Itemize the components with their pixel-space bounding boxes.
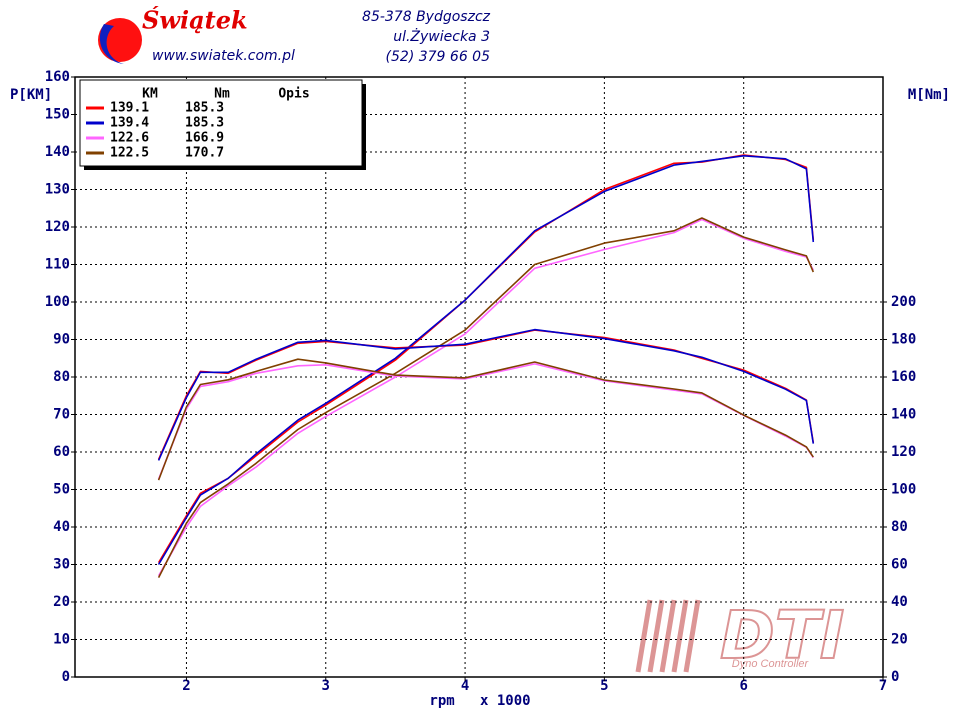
legend-nm: 170.7 — [185, 146, 224, 161]
plot-frame — [74, 76, 884, 678]
y2-axis-label: M[Nm] — [908, 87, 950, 103]
logo-swirl — [99, 24, 124, 64]
x-axis-label: rpm x 1000 — [429, 693, 530, 709]
y-tick-label: 120 — [45, 219, 70, 235]
y2-tick-label: 100 — [891, 482, 916, 498]
y2-tick-label: 180 — [891, 332, 916, 348]
y-tick-label: 110 — [45, 257, 70, 273]
legend-nm: 185.3 — [185, 101, 224, 116]
brand: Świątek — [142, 6, 248, 35]
watermark: DTI Dyno Controller — [635, 596, 845, 675]
y2-tick-label: 140 — [891, 407, 916, 423]
watermark-subtitle: Dyno Controller — [732, 658, 810, 670]
legend-nm: 185.3 — [185, 116, 224, 131]
url: www.swiatek.com.pl — [152, 48, 295, 64]
legend-header: KM — [142, 87, 158, 102]
x-tick-label: 7 — [879, 678, 887, 694]
series-line — [157, 155, 815, 565]
y2-tick-label: 40 — [891, 594, 908, 610]
x-tick-label: 4 — [461, 678, 469, 694]
y2-tick-label: 120 — [891, 444, 916, 460]
y-tick-label: 140 — [45, 144, 70, 160]
y-tick-label: 0 — [62, 669, 70, 685]
y2-tick-label: 160 — [891, 369, 916, 385]
y-tick-label: 70 — [53, 407, 70, 423]
y2-tick-label: 200 — [891, 294, 916, 310]
legend-km: 139.1 — [110, 101, 149, 116]
y-tick-label: 100 — [45, 294, 70, 310]
y-axis-label: P[KM] — [10, 87, 52, 103]
y2-tick-label: 60 — [891, 557, 908, 573]
series-line — [157, 358, 814, 481]
y-tick-label: 90 — [53, 332, 70, 348]
y-tick-label: 150 — [45, 107, 70, 123]
series-line — [157, 328, 815, 461]
address-line: ul.Żywiecka 3 — [393, 27, 490, 45]
y-tick-label: 160 — [45, 69, 70, 85]
y-tick-label: 130 — [45, 182, 70, 198]
x-tick-label: 3 — [322, 678, 330, 694]
y-tick-label: 30 — [53, 557, 70, 573]
legend-km: 139.4 — [110, 116, 149, 131]
x-tick-label: 6 — [739, 678, 747, 694]
legend-km: 122.5 — [110, 146, 149, 161]
legend-nm: 166.9 — [185, 131, 224, 146]
address-line: 85-378 Bydgoszcz — [362, 9, 491, 25]
watermark-stripes — [635, 599, 701, 673]
y2-tick-label: 0 — [891, 669, 899, 685]
x-tick-label: 2 — [182, 678, 190, 694]
y-tick-label: 40 — [53, 519, 70, 535]
legend-km: 122.6 — [110, 131, 149, 146]
y2-tick-label: 20 — [891, 632, 908, 648]
y-tick-label: 60 — [53, 444, 70, 460]
y-tick-label: 50 — [53, 482, 70, 498]
legend-header: Nm — [214, 87, 230, 102]
x-tick-label: 5 — [600, 678, 608, 694]
series-line — [157, 217, 815, 578]
y-tick-label: 20 — [53, 594, 70, 610]
legend-header: Opis — [278, 87, 309, 102]
watermark-logo: DTI — [720, 597, 844, 674]
logo: Świątek www.swiatek.com.pl — [98, 6, 295, 64]
series-line — [157, 218, 815, 577]
y-tick-label: 80 — [53, 369, 70, 385]
y-tick-label: 10 — [53, 632, 70, 648]
legend-box — [79, 79, 363, 167]
address-line: (52) 379 66 05 — [386, 49, 491, 65]
y2-tick-label: 80 — [891, 519, 908, 535]
